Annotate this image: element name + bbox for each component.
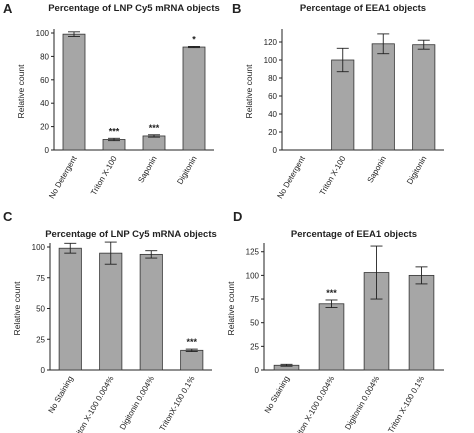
- x-tick-label: Saponin: [136, 155, 158, 185]
- x-tick-label: No Detergent: [47, 154, 79, 200]
- bar-4: [182, 46, 206, 151]
- y-tick-label: 25: [250, 342, 259, 351]
- y-tick-label: 60: [40, 76, 49, 85]
- bar-3: [371, 43, 395, 151]
- y-tick-label: 125: [246, 248, 260, 257]
- significance-label: ***: [186, 337, 197, 347]
- y-tick-label: 80: [268, 74, 277, 83]
- y-tick-label: 120: [264, 38, 278, 47]
- significance-label: ***: [149, 123, 160, 133]
- y-axis-label: Relative count: [244, 64, 254, 119]
- chart-title: Percentage of LNP Cy5 mRNA objects: [45, 229, 217, 240]
- bar-1: [62, 33, 86, 151]
- x-tick-label: Triton X-100 0.004%: [292, 375, 336, 433]
- y-axis-label: Relative count: [16, 64, 26, 119]
- y-tick-label: 50: [36, 305, 45, 314]
- x-tick-label: Triton X-100: [318, 154, 348, 197]
- chart-panel-d: D Percentage of EEA1 objects Relative coun…: [226, 209, 444, 433]
- y-axis-label: Relative count: [12, 281, 22, 336]
- bar-4: [180, 349, 204, 371]
- x-tick-label: Saponin: [366, 155, 388, 185]
- panel-letter: A: [3, 1, 13, 16]
- bar-4: [412, 44, 436, 151]
- bar-2: [99, 252, 123, 371]
- panel-letter: C: [3, 209, 13, 224]
- bar-3: [139, 253, 163, 371]
- panel-letter: B: [232, 1, 241, 16]
- y-tick-label: 50: [250, 319, 259, 328]
- y-tick-label: 75: [36, 274, 45, 283]
- chart-title: Percentage of EEA1 objects: [300, 3, 426, 14]
- y-tick-label: 20: [268, 128, 277, 137]
- x-tick-label: Triton X-100 0.004%: [71, 375, 115, 433]
- y-tick-label: 0: [41, 366, 46, 375]
- y-axis-label: Relative count: [226, 281, 236, 336]
- bar-2: [318, 303, 345, 371]
- chart-panel-a: A Percentage of LNP Cy5 mRNA objects Relat…: [3, 1, 220, 200]
- significance-label: *: [192, 34, 196, 44]
- x-tick-label: Digitonin: [175, 155, 198, 186]
- x-tick-label: TritonX-100 0.1%: [158, 375, 197, 433]
- bar-2: [331, 59, 355, 151]
- y-tick-label: 60: [268, 92, 277, 101]
- bar-4: [408, 274, 435, 371]
- significance-label: ***: [109, 126, 120, 136]
- x-tick-label: Triton X-100: [89, 154, 119, 197]
- x-tick-label: Digitonin 0.004%: [118, 375, 156, 432]
- y-tick-label: 40: [40, 99, 49, 108]
- chart-title: Percentage of LNP Cy5 mRNA objects: [48, 3, 220, 14]
- x-tick-label: Triton X-100 0.1%: [386, 375, 426, 433]
- x-tick-label: Digitonin: [405, 155, 428, 186]
- y-tick-label: 25: [36, 335, 45, 344]
- chart-panel-b: B Percentage of EEA1 objects Relative coun…: [232, 1, 444, 200]
- x-tick-label: Digitonin 0.004%: [343, 375, 381, 432]
- y-tick-label: 0: [273, 146, 278, 155]
- chart-title: Percentage of EEA1 objects: [291, 229, 417, 240]
- y-tick-label: 100: [36, 29, 50, 38]
- x-tick-label: No Staining: [263, 375, 291, 415]
- y-tick-label: 100: [264, 56, 278, 65]
- y-tick-label: 0: [45, 146, 50, 155]
- y-tick-label: 75: [250, 295, 259, 304]
- y-tick-label: 100: [32, 243, 46, 252]
- x-tick-label: No Detergent: [275, 154, 307, 200]
- y-tick-label: 100: [246, 271, 260, 280]
- y-tick-label: 20: [40, 123, 49, 132]
- x-tick-label: No Staining: [47, 375, 75, 415]
- y-tick-label: 0: [255, 366, 260, 375]
- y-tick-label: 80: [40, 52, 49, 61]
- panel-letter: D: [233, 209, 242, 224]
- chart-panel-c: C Percentage of LNP Cy5 mRNA objects Relat…: [3, 209, 217, 433]
- y-tick-label: 40: [268, 110, 277, 119]
- bar-1: [58, 247, 82, 371]
- significance-label: ***: [326, 288, 337, 298]
- bar-3: [142, 135, 166, 151]
